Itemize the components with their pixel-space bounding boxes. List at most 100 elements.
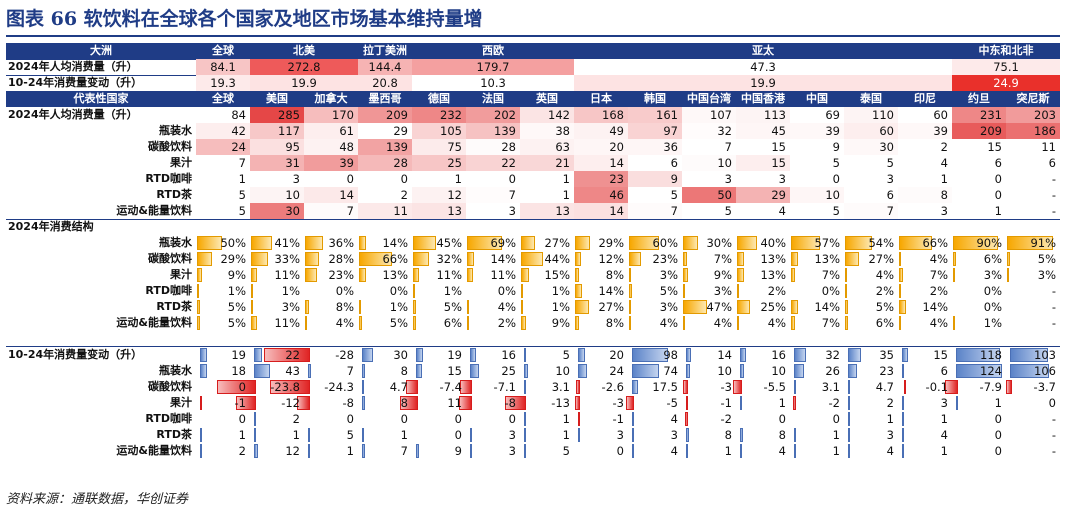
change-bar-negative <box>903 380 906 394</box>
change-cell: 0 <box>454 428 462 442</box>
change-cell: -23.8 <box>270 380 300 394</box>
change-bar-positive <box>902 444 904 458</box>
change-bar-positive <box>524 444 526 458</box>
change-cell: 1 <box>724 444 732 458</box>
change-cell: 3.1 <box>821 380 840 394</box>
consumption-cell: 32 <box>717 124 732 138</box>
change-cell: 1 <box>562 412 570 426</box>
consumption-cell: 60 <box>844 123 898 139</box>
change-bar-positive <box>308 444 310 458</box>
change-bar-positive <box>200 364 207 378</box>
change-cell: -13 <box>551 396 570 410</box>
change-bar-negative <box>264 348 310 362</box>
structure-cell: 2% <box>929 284 948 298</box>
consumption-cell: 105 <box>412 123 466 139</box>
share-bar <box>521 268 529 282</box>
share-bar <box>575 268 579 282</box>
share-bar <box>467 236 502 250</box>
change-bar-positive <box>524 348 526 362</box>
change-cell: 106 <box>1034 364 1056 378</box>
share-bar <box>251 316 257 330</box>
consumption-cell: 2 <box>400 188 408 202</box>
change-bar-negative <box>1005 380 1012 394</box>
share-bar <box>629 284 632 298</box>
structure-cell: 4% <box>767 316 786 330</box>
change-cell: 1 <box>886 412 894 426</box>
change-cell: 2 <box>238 444 246 458</box>
change-bar-positive <box>956 396 958 410</box>
structure-cell: 14% <box>814 300 840 314</box>
share-bar <box>521 316 526 330</box>
country-header: 法国 <box>466 91 520 107</box>
change-rule <box>6 346 1060 347</box>
change-bar-negative <box>236 396 256 410</box>
structure-section-label: 2024年消费结构 <box>8 220 94 233</box>
structure-cell: 2% <box>767 284 786 298</box>
structure-cell: 3% <box>281 300 300 314</box>
change-cell: 1 <box>778 396 786 410</box>
change-cell: 4.7 <box>875 380 894 394</box>
structure-cell: 5% <box>875 300 894 314</box>
share-bar <box>737 252 744 266</box>
change-cell: 5 <box>346 428 354 442</box>
change-bar-negative <box>575 380 580 394</box>
share-bar <box>899 300 906 314</box>
consumption-cell: 113 <box>736 107 790 123</box>
change-bar-negative <box>399 396 418 410</box>
change-cell: 25 <box>501 364 516 378</box>
share-bar <box>791 300 798 314</box>
region-change: 10.3 <box>412 75 574 91</box>
structure-row-label: RTD咖啡 <box>145 284 192 297</box>
structure-cell: 13% <box>382 268 408 282</box>
change-cell: 0 <box>832 412 840 426</box>
consumption-cell: 39 <box>790 123 844 139</box>
consumption-row-label: 瓶装水 <box>159 124 192 137</box>
share-bar <box>953 316 955 330</box>
change-bar-positive <box>902 412 904 426</box>
structure-cell: 6% <box>443 316 462 330</box>
consumption-row-label: 果汁 <box>170 156 192 169</box>
change-cell: 24 <box>609 364 624 378</box>
share-bar <box>467 300 469 314</box>
change-bar-positive <box>200 428 202 442</box>
consumption-cell: - <box>1051 204 1056 218</box>
change-bar-positive <box>470 364 480 378</box>
structure-row-label: 果汁 <box>170 268 192 281</box>
change-bar-positive <box>740 348 746 362</box>
consumption-cell: 97 <box>628 123 682 139</box>
consumption-cell: 69 <box>825 108 840 122</box>
change-cell: -2 <box>720 412 732 426</box>
change-bar-negative <box>216 380 256 394</box>
share-bar <box>953 268 955 282</box>
change-bar-positive <box>362 428 364 442</box>
region-header: 中东和北非 <box>952 43 1060 59</box>
change-cell: 17.5 <box>652 380 678 394</box>
change-bar-positive <box>254 364 270 378</box>
summary-row-label: 10-24年消费量变动（升） <box>8 76 143 89</box>
consumption-cell: 42 <box>196 123 250 139</box>
consumption-cell: 161 <box>628 107 682 123</box>
change-cell: 22 <box>285 348 300 362</box>
change-cell: 4.7 <box>389 380 408 394</box>
consumption-cell: 1 <box>940 172 948 186</box>
country-header: 韩国 <box>628 91 682 107</box>
share-bar <box>197 252 212 266</box>
change-bar-positive <box>416 348 424 362</box>
change-bar-positive <box>524 364 528 378</box>
structure-cell: 47% <box>706 300 732 314</box>
consumption-cell: 29 <box>393 124 408 138</box>
change-bar-positive <box>254 412 256 426</box>
consumption-cell: 13 <box>412 203 466 219</box>
change-cell: 2 <box>292 412 300 426</box>
region-per-capita: 84.1 <box>196 59 250 75</box>
change-bar-positive <box>740 396 742 410</box>
change-cell: 7 <box>346 364 354 378</box>
structure-cell: 23% <box>328 268 354 282</box>
change-bar-positive <box>632 412 634 426</box>
structure-cell: 44% <box>544 252 570 266</box>
change-cell: 1 <box>832 444 840 458</box>
change-bar-positive <box>470 348 476 362</box>
share-bar <box>305 236 323 250</box>
share-bar <box>197 268 202 282</box>
consumption-cell: 15 <box>736 155 790 171</box>
